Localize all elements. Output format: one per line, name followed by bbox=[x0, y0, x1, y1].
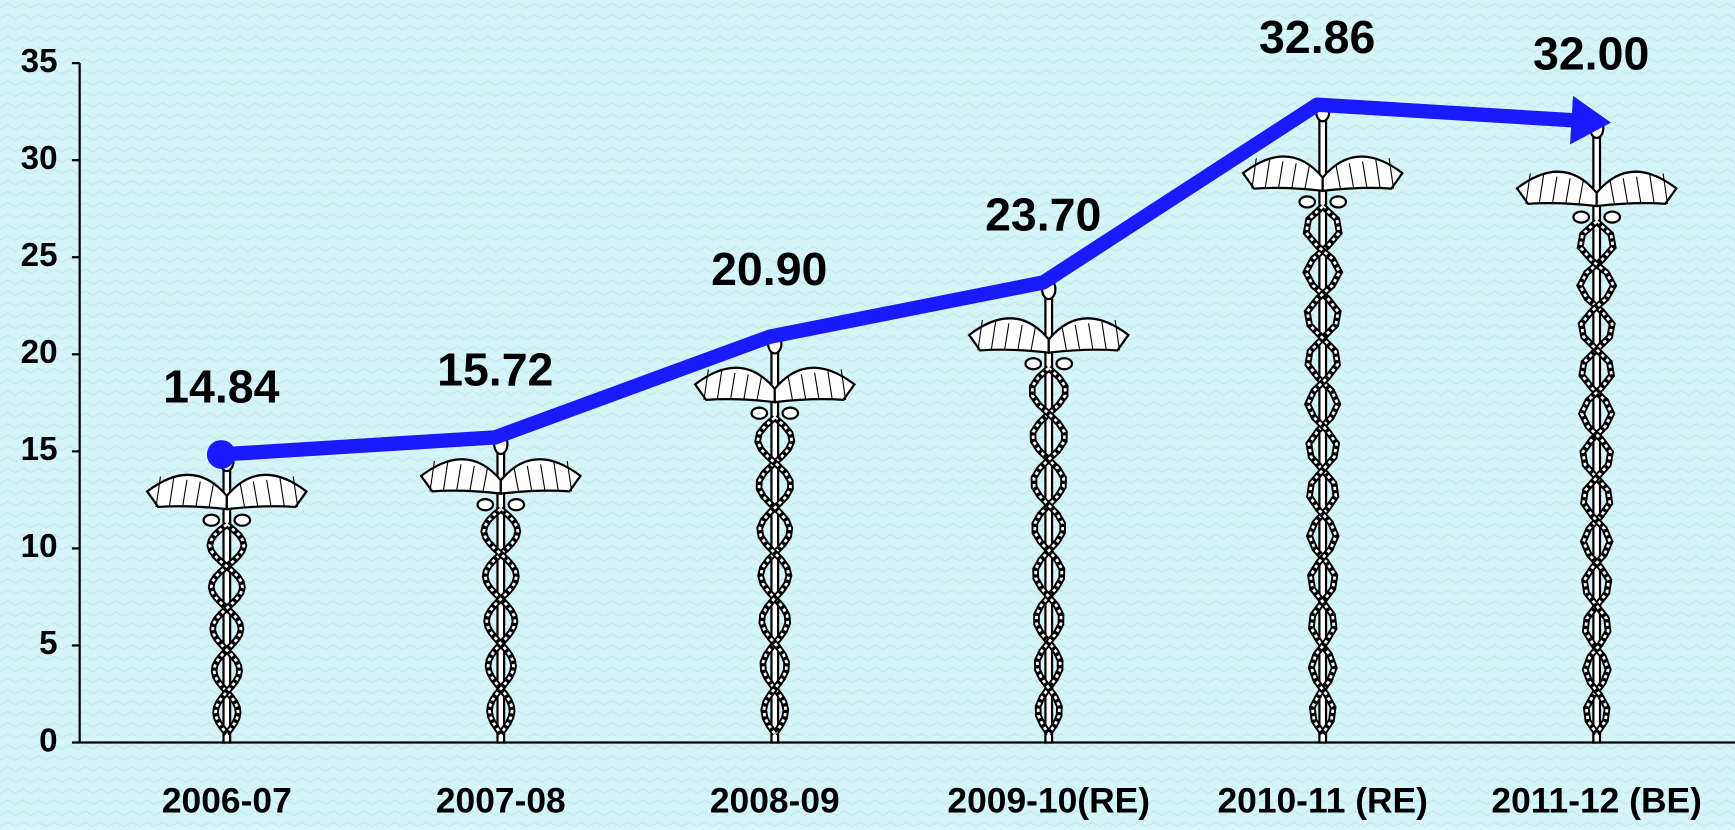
snake-head bbox=[783, 408, 798, 419]
x-tick-label: 2010-11 (RE) bbox=[1217, 781, 1428, 821]
y-tick-label: 25 bbox=[21, 237, 58, 274]
snake-head bbox=[509, 499, 524, 510]
y-tick-label: 5 bbox=[39, 625, 57, 662]
y-tick-label: 20 bbox=[21, 334, 58, 371]
x-tick-label: 2006-07 bbox=[162, 781, 292, 821]
y-tick-label: 0 bbox=[39, 722, 57, 759]
body: 0 5 10 15 20 25 30 35 2006-07 2007-08 2008-09 2009-… bbox=[0, 0, 1735, 830]
snake-head bbox=[204, 515, 219, 526]
value-label: 20.90 bbox=[711, 243, 827, 295]
snake-head bbox=[478, 499, 493, 510]
snake-head bbox=[1056, 358, 1071, 369]
snake-head bbox=[752, 408, 767, 419]
value-label: 14.84 bbox=[163, 361, 279, 413]
snake-head bbox=[1299, 196, 1314, 207]
x-tick-label: 2011-12 (BE) bbox=[1491, 781, 1702, 821]
value-label: 32.00 bbox=[1533, 27, 1649, 79]
chart: 0 5 10 15 20 25 30 35 2006-07 2007-08 2008-09 2009-… bbox=[0, 0, 1735, 830]
x-tick-label: 2008-09 bbox=[710, 781, 840, 821]
snake-head bbox=[1330, 196, 1345, 207]
value-label: 23.70 bbox=[985, 189, 1101, 241]
y-tick-label: 30 bbox=[21, 140, 58, 177]
y-tick-label: 10 bbox=[21, 528, 58, 565]
y-tick-label: 35 bbox=[21, 43, 58, 80]
line-start bbox=[207, 440, 236, 469]
background-texture bbox=[0, 0, 1735, 830]
x-tick-label: 2007-08 bbox=[436, 781, 566, 821]
snake-head bbox=[1604, 212, 1619, 223]
value-label: 15.72 bbox=[437, 343, 553, 395]
x-tick-label: 2009-10(RE) bbox=[947, 781, 1150, 821]
snake-head bbox=[1026, 358, 1041, 369]
value-label: 32.86 bbox=[1259, 11, 1375, 63]
page: {"chart_data": {"type": "pictograph", "c… bbox=[0, 0, 1735, 830]
y-tick-label: 15 bbox=[21, 431, 58, 468]
snake-head bbox=[235, 515, 250, 526]
snake-head bbox=[1573, 212, 1588, 223]
